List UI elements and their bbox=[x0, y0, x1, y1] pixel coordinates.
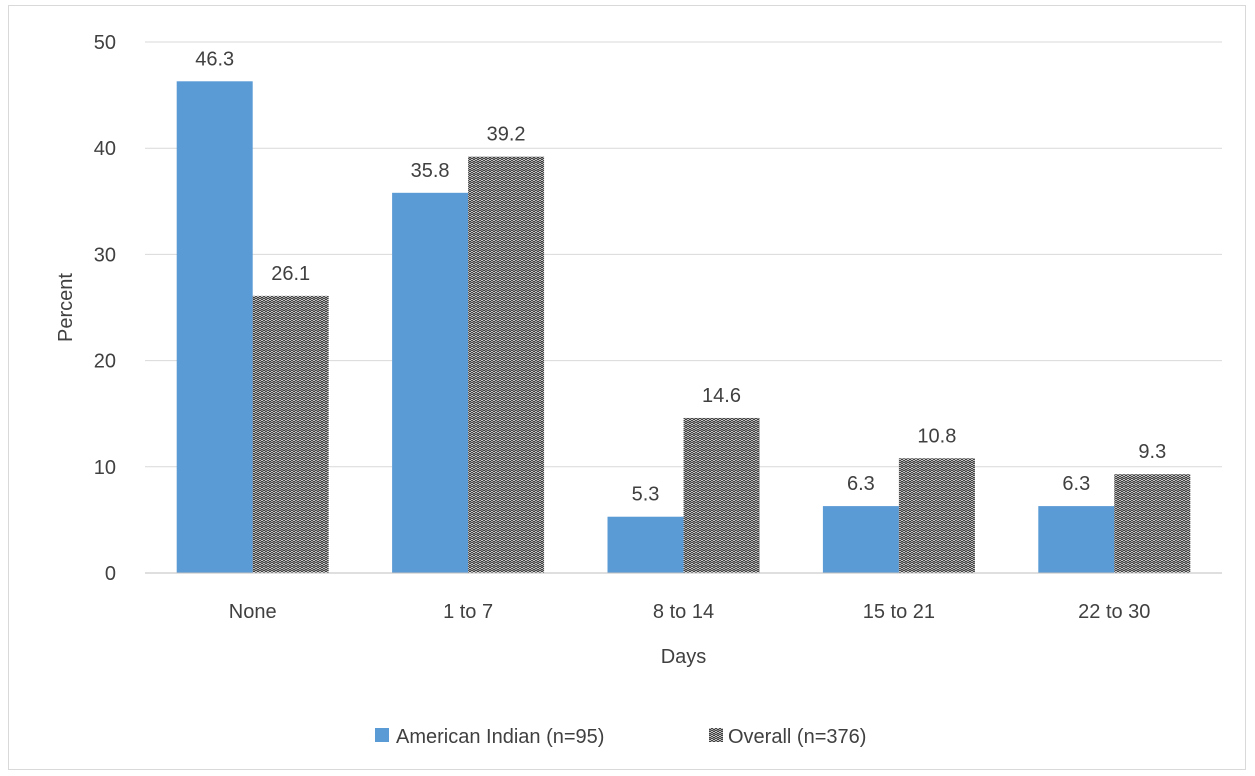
data-label-overall-8-to-14: 14.6 bbox=[702, 385, 741, 407]
x-tick-label-8-to-14: 8 to 14 bbox=[653, 601, 714, 623]
data-label-overall-none: 26.1 bbox=[271, 263, 310, 285]
data-label-american-indian-none: 46.3 bbox=[195, 48, 234, 70]
bar-american-indian-1-to-7 bbox=[392, 192, 469, 573]
data-label-american-indian-15-to-21: 6.3 bbox=[847, 473, 875, 495]
y-tick-label-50: 50 bbox=[94, 32, 116, 54]
x-tick-label-none: None bbox=[229, 601, 277, 623]
bar-american-indian-15-to-21 bbox=[822, 506, 899, 573]
y-tick-label-40: 40 bbox=[94, 138, 116, 160]
legend-label-american-indian: American Indian (n=95) bbox=[396, 726, 604, 748]
y-tick-label-30: 30 bbox=[94, 244, 116, 266]
data-label-american-indian-1-to-7: 35.8 bbox=[411, 160, 450, 182]
x-tick-label-22-to-30: 22 to 30 bbox=[1078, 601, 1150, 623]
x-tick-label-1-to-7: 1 to 7 bbox=[443, 601, 493, 623]
legend-label-overall: Overall (n=376) bbox=[728, 726, 866, 748]
legend: American Indian (n=95) Overall (n=376) bbox=[375, 726, 866, 748]
bar-overall-8-to-14 bbox=[683, 417, 760, 573]
x-axis-category-labels: None 1 to 7 8 to 14 15 to 21 22 to 30 bbox=[229, 601, 1151, 623]
data-label-overall-22-to-30: 9.3 bbox=[1138, 441, 1166, 463]
data-label-american-indian-22-to-30: 6.3 bbox=[1062, 473, 1090, 495]
data-label-overall-1-to-7: 39.2 bbox=[487, 124, 526, 146]
legend-swatch-american-indian bbox=[375, 728, 389, 742]
bar-american-indian-22-to-30 bbox=[1038, 506, 1115, 573]
bar-overall-22-to-30 bbox=[1114, 474, 1191, 573]
y-axis-title: Percent bbox=[55, 273, 77, 342]
data-label-overall-15-to-21: 10.8 bbox=[917, 425, 956, 447]
bar-overall-1-to-7 bbox=[468, 156, 545, 574]
bars bbox=[176, 81, 1191, 574]
bar-american-indian-8-to-14 bbox=[607, 516, 684, 573]
bar-overall-15-to-21 bbox=[898, 458, 975, 573]
y-axis-tick-labels: 0 10 20 30 40 50 bbox=[94, 32, 116, 585]
x-tick-label-15-to-21: 15 to 21 bbox=[863, 601, 935, 623]
bar-overall-none bbox=[252, 295, 329, 573]
data-labels: 46.3 26.1 35.8 39.2 5.3 14.6 6.3 10.8 6.3 9.3 bbox=[195, 48, 1166, 505]
y-tick-label-20: 20 bbox=[94, 351, 116, 373]
y-tick-label-0: 0 bbox=[105, 563, 116, 585]
x-axis-title: Days bbox=[661, 646, 707, 668]
y-tick-label-10: 10 bbox=[94, 457, 116, 479]
legend-swatch-overall bbox=[709, 728, 723, 742]
bar-american-indian-none bbox=[176, 81, 253, 573]
data-label-american-indian-8-to-14: 5.3 bbox=[632, 484, 660, 506]
